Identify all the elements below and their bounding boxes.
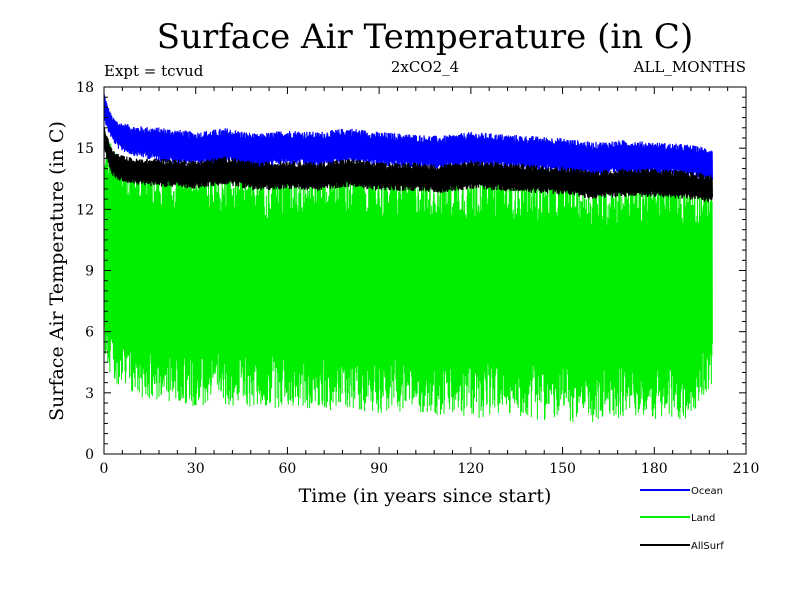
y-tick-label: 0	[85, 447, 94, 463]
x-tick-label: 60	[279, 461, 297, 477]
y-tick-label: 6	[85, 325, 94, 341]
x-tick-label: 90	[370, 461, 388, 477]
x-tick-label: 120	[457, 461, 484, 477]
x-tick-label: 30	[187, 461, 205, 477]
legend: Ocean Land AllSurf	[640, 486, 724, 552]
scenario-label: 2xCO2_4	[391, 58, 459, 76]
axes: 0 30 60 90 120 150 180 210 0 3 6 9 12 15 18	[76, 80, 759, 477]
x-tick-label: 210	[733, 461, 760, 477]
legend-label-ocean: Ocean	[691, 486, 723, 497]
series-line-land	[104, 138, 713, 423]
y-tick-label: 18	[76, 80, 94, 96]
plot-area	[104, 93, 713, 423]
series-line-ocean	[104, 93, 713, 181]
legend-label-allsurf: AllSurf	[691, 541, 724, 552]
y-axis-label: Surface Air Temperature (in C)	[46, 121, 68, 421]
x-tick-label: 0	[100, 461, 109, 477]
chart-title: Surface Air Temperature (in C)	[157, 17, 693, 57]
legend-label-land: Land	[691, 513, 715, 524]
y-tick-label: 3	[85, 386, 94, 402]
months-label: ALL_MONTHS	[633, 58, 746, 76]
x-tick-label: 180	[641, 461, 668, 477]
x-axis-label: Time (in years since start)	[299, 485, 552, 507]
experiment-label: Expt = tcvud	[104, 62, 204, 80]
y-tick-label: 15	[76, 141, 94, 157]
y-tick-label: 12	[76, 202, 94, 218]
x-tick-label: 150	[549, 461, 576, 477]
series-line-allsurf	[104, 127, 713, 203]
y-tick-label: 9	[85, 264, 94, 280]
